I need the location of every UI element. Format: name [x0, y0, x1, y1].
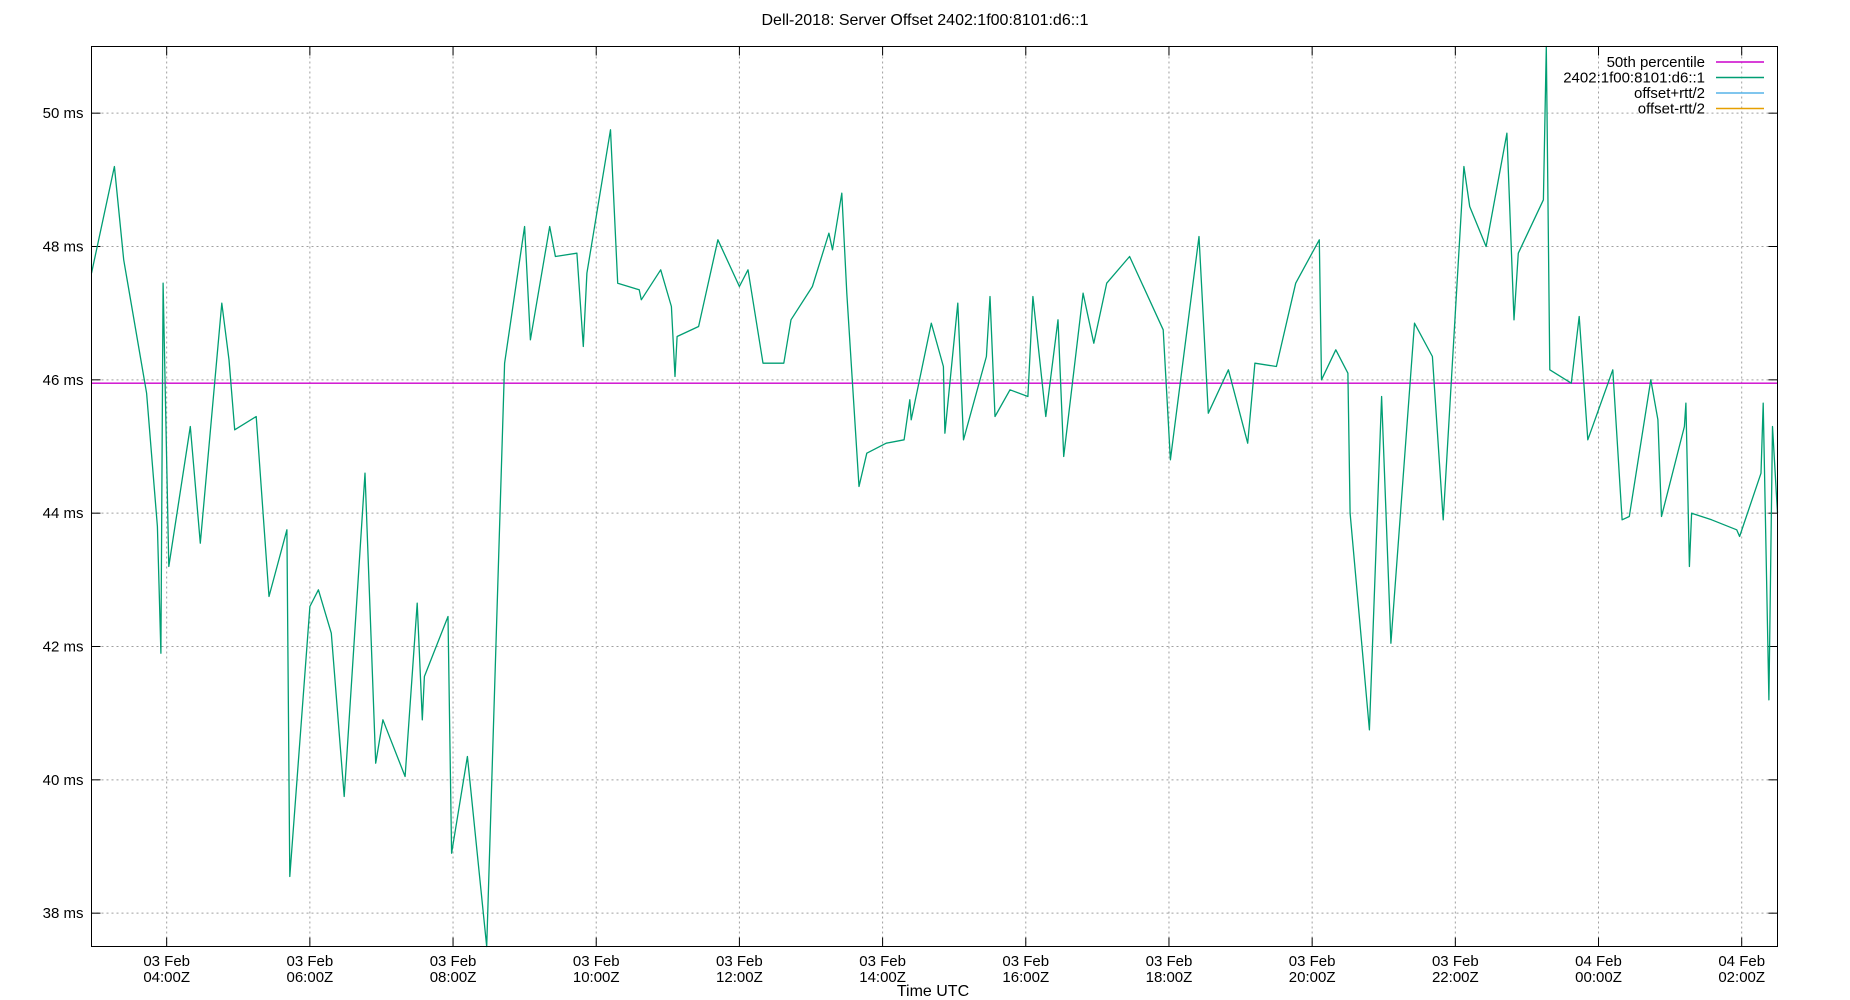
x-axis-label: Time UTC: [897, 983, 969, 1000]
x-tick-date: 03 Feb: [1289, 953, 1336, 970]
legend-label: offset-rtt/2: [1638, 101, 1705, 118]
x-tick-date: 03 Feb: [1002, 953, 1049, 970]
x-tick-date: 03 Feb: [1432, 953, 1479, 970]
y-tick-label: 46 ms: [43, 372, 84, 389]
y-axis-ticks: 38 ms 40 ms 42 ms 44 ms 46 ms 48 ms 50 ms: [43, 105, 1778, 922]
x-tick-time: 16:00Z: [1002, 969, 1049, 986]
grid-lines: [91, 46, 1778, 947]
y-tick-label: 50 ms: [43, 105, 84, 122]
x-tick-date: 03 Feb: [716, 953, 763, 970]
y-tick-label: 40 ms: [43, 772, 84, 789]
x-tick-time: 00:00Z: [1575, 969, 1622, 986]
plot-frame: [91, 46, 1778, 947]
x-tick-date: 03 Feb: [287, 953, 334, 970]
x-tick-date: 03 Feb: [573, 953, 620, 970]
y-tick-label: 42 ms: [43, 639, 84, 656]
x-tick-date: 03 Feb: [859, 953, 906, 970]
x-tick-time: 14:00Z: [859, 969, 906, 986]
x-tick-date: 03 Feb: [1146, 953, 1193, 970]
legend-label: 2402:1f00:8101:d6::1: [1563, 70, 1705, 87]
legend-label: 50th percentile: [1607, 54, 1705, 71]
y-tick-label: 44 ms: [43, 505, 84, 522]
legend-label: offset+rtt/2: [1634, 85, 1705, 102]
x-tick-time: 04:00Z: [143, 969, 190, 986]
x-tick-time: 06:00Z: [287, 969, 334, 986]
x-tick-time: 12:00Z: [716, 969, 763, 986]
x-tick-time: 02:00Z: [1718, 969, 1765, 986]
legend: 50th percentile2402:1f00:8101:d6::1offse…: [1563, 54, 1764, 118]
y-tick-label: 48 ms: [43, 239, 84, 256]
x-tick-time: 08:00Z: [430, 969, 477, 986]
offset-series-line: [90, 45, 1779, 948]
x-tick-date: 04 Feb: [1575, 953, 1622, 970]
x-tick-time: 20:00Z: [1289, 969, 1336, 986]
x-tick-date: 03 Feb: [430, 953, 477, 970]
series-lines: [90, 45, 1779, 948]
x-tick-time: 18:00Z: [1146, 969, 1193, 986]
x-tick-date: 03 Feb: [143, 953, 190, 970]
x-tick-time: 22:00Z: [1432, 969, 1479, 986]
x-tick-time: 10:00Z: [573, 969, 620, 986]
x-tick-date: 04 Feb: [1718, 953, 1765, 970]
chart-title: Dell-2018: Server Offset 2402:1f00:8101:…: [761, 12, 1088, 29]
y-tick-label: 38 ms: [43, 905, 84, 922]
